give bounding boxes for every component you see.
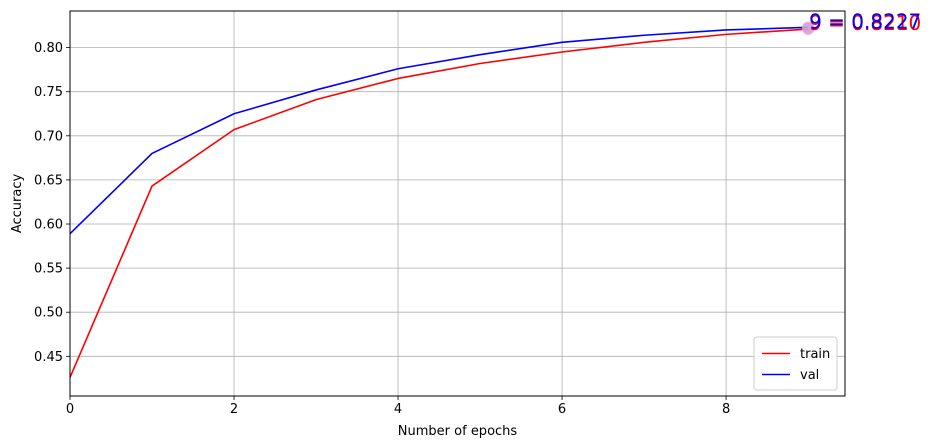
y-tick-label: 0.60 [34,218,63,233]
annotation-marker [802,21,815,34]
annotation-markers [802,21,815,36]
x-tick-label: 6 [558,402,566,417]
legend-label-train: train [800,347,830,362]
x-tick-label: 8 [722,402,730,417]
series-lines [69,26,809,378]
annotation-label: 9 = 0.8227 [809,10,921,34]
legend: train val [753,336,838,391]
y-tick-label: 0.45 [34,350,63,365]
y-tick-label: 0.65 [34,173,63,188]
x-tick-label: 2 [230,402,238,417]
x-tick-label: 0 [66,402,74,417]
y-tick-label: 0.50 [34,306,63,321]
y-tick-label: 0.80 [34,41,63,56]
legend-label-val: val [800,368,819,383]
legend-box [753,336,838,391]
series-line-val [69,26,809,235]
x-tick-label: 4 [394,402,402,417]
plot-frame [69,10,846,397]
y-axis-label: Accuracy [10,174,25,234]
axis-ticks: 0 2 4 6 8 0.45 0.50 0.55 0.60 0.65 0.70 0.75 0.80 [34,41,730,417]
annotation-label: 9 = 0.8210 [809,11,921,35]
y-tick-label: 0.70 [34,129,63,144]
x-axis-label: Number of epochs [398,424,518,439]
series-line-train [69,28,809,378]
grid [69,11,845,396]
y-tick-label: 0.75 [34,85,63,100]
y-tick-label: 0.55 [34,262,63,277]
